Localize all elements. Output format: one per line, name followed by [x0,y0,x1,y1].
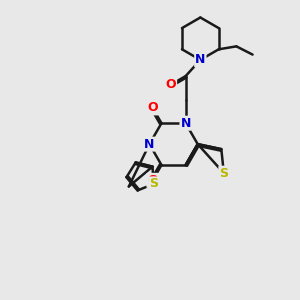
Text: N: N [180,117,191,130]
Text: O: O [147,174,158,187]
Text: S: S [219,167,228,180]
Text: O: O [166,78,176,91]
Text: S: S [149,177,158,190]
Text: O: O [147,101,158,114]
Text: N: N [195,53,206,66]
Text: N: N [144,138,154,151]
